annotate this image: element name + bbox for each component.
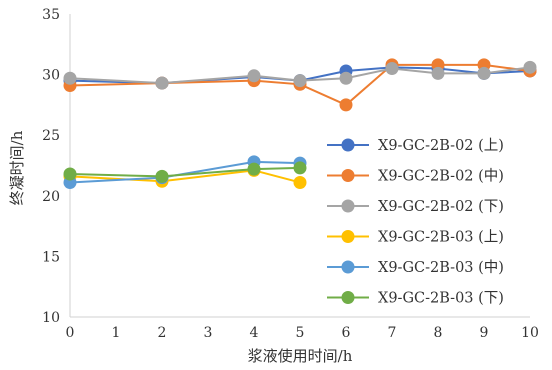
x-tick-labels: 0 1 2 3 4 5 6 7 8 9 10 [66,325,539,341]
x-tick-label: 0 [66,325,75,341]
series-5 [63,155,307,189]
y-tick-labels: 10 15 20 25 30 35 [42,7,60,326]
series-6 [63,161,307,183]
x-tick-label: 8 [434,325,443,341]
legend-item: X9-GC-2B-02 (下) [327,199,504,215]
legend-marker [341,199,355,213]
data-point [339,71,353,85]
y-tick-label: 25 [42,128,60,144]
x-tick-label: 7 [388,325,397,341]
y-axis-label: 终凝时间/h [8,130,26,205]
data-point [155,76,169,90]
data-point [385,62,399,76]
legend: X9-GC-2B-02 (上) X9-GC-2B-02 (中) X9-GC-2B-0… [327,137,504,307]
legend-label: X9-GC-2B-02 (中) [378,168,504,185]
data-point [247,69,261,83]
series-line [69,166,301,178]
series-3 [63,60,537,90]
legend-item: X9-GC-2B-02 (上) [327,137,504,154]
x-axis-label: 浆液使用时间/h [248,347,353,365]
legend-marker [341,169,355,182]
data-point [247,162,261,176]
legend-label: X9-GC-2B-03 (下) [378,291,504,307]
legend-item: X9-GC-2B-03 (上) [327,229,504,246]
y-tick-label: 20 [42,189,60,205]
data-point [477,66,491,80]
data-point [63,167,77,181]
legend-item: X9-GC-2B-03 (中) [327,259,504,276]
legend-marker [341,138,355,152]
data-point [155,169,169,183]
x-tick-label: 4 [250,325,259,341]
x-tick-label: 1 [112,325,121,341]
y-tick-label: 15 [42,249,60,265]
series-layer [63,58,537,189]
legend-item: X9-GC-2B-02 (中) [327,168,504,185]
data-point [293,175,307,189]
data-point [293,161,307,175]
data-point [431,66,445,80]
data-point [293,74,307,88]
legend-label: X9-GC-2B-03 (中) [378,259,504,276]
x-tick-label: 10 [521,325,539,341]
legend-marker [341,230,355,243]
legend-item: X9-GC-2B-03 (下) [327,291,504,307]
y-tick-label: 30 [42,68,60,84]
legend-label: X9-GC-2B-02 (下) [378,199,504,215]
axes [69,14,530,318]
legend-label: X9-GC-2B-02 (上) [378,137,504,154]
data-point [339,98,353,112]
legend-marker [341,291,355,304]
series-line [69,169,301,184]
x-tick-label: 9 [480,325,489,341]
y-tick-label: 35 [42,7,60,23]
legend-marker [341,260,355,274]
x-tick-label: 6 [342,325,351,341]
x-tick-label: 5 [296,325,305,341]
series-line [69,160,301,184]
legend-label: X9-GC-2B-03 (上) [378,229,504,246]
y-tick-label: 10 [42,310,60,326]
data-point [63,71,77,85]
series-4 [63,163,307,189]
data-point [523,60,537,74]
x-tick-label: 2 [158,325,167,341]
x-tick-label: 3 [204,325,213,341]
